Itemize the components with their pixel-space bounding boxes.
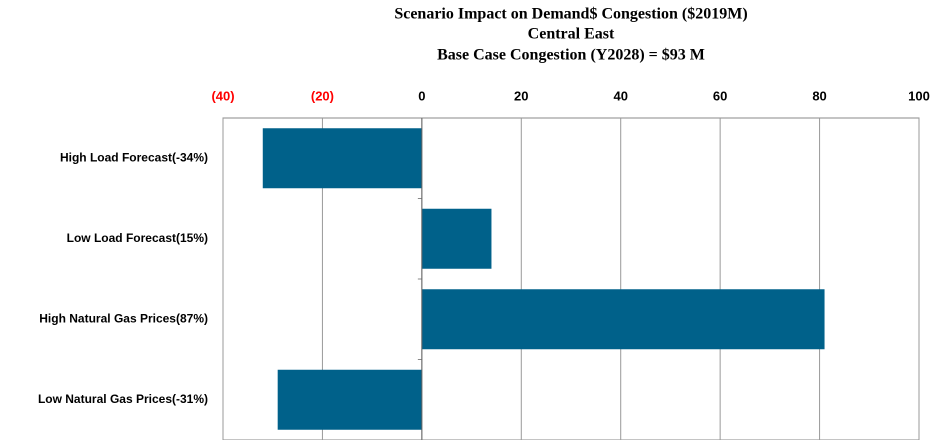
x-tick-label: (40) bbox=[211, 88, 234, 103]
x-tick-label: 20 bbox=[514, 88, 528, 103]
x-tick-label: 60 bbox=[713, 88, 727, 103]
x-tick-label: 40 bbox=[613, 88, 627, 103]
x-tick-label: 80 bbox=[812, 88, 826, 103]
bar bbox=[277, 369, 422, 430]
y-tick-label: High Natural Gas Prices(87%) bbox=[39, 311, 208, 325]
chart-subtitle: Central East bbox=[528, 26, 615, 43]
chart-annotation: Base Case Congestion (Y2028) = $93 M bbox=[437, 47, 705, 64]
y-tick-label: Low Natural Gas Prices(-31%) bbox=[38, 392, 208, 406]
bar bbox=[421, 289, 825, 350]
y-tick-label: Low Load Forecast(15%) bbox=[67, 231, 208, 245]
y-tick-label: High Load Forecast(-34%) bbox=[60, 150, 208, 164]
chart-title: Scenario Impact on Demand$ Congestion ($… bbox=[394, 6, 747, 23]
bar bbox=[421, 208, 492, 269]
x-tick-label: (20) bbox=[311, 88, 334, 103]
x-tick-label: 0 bbox=[418, 88, 425, 103]
x-tick-label: 100 bbox=[908, 88, 930, 103]
bar bbox=[262, 128, 422, 189]
